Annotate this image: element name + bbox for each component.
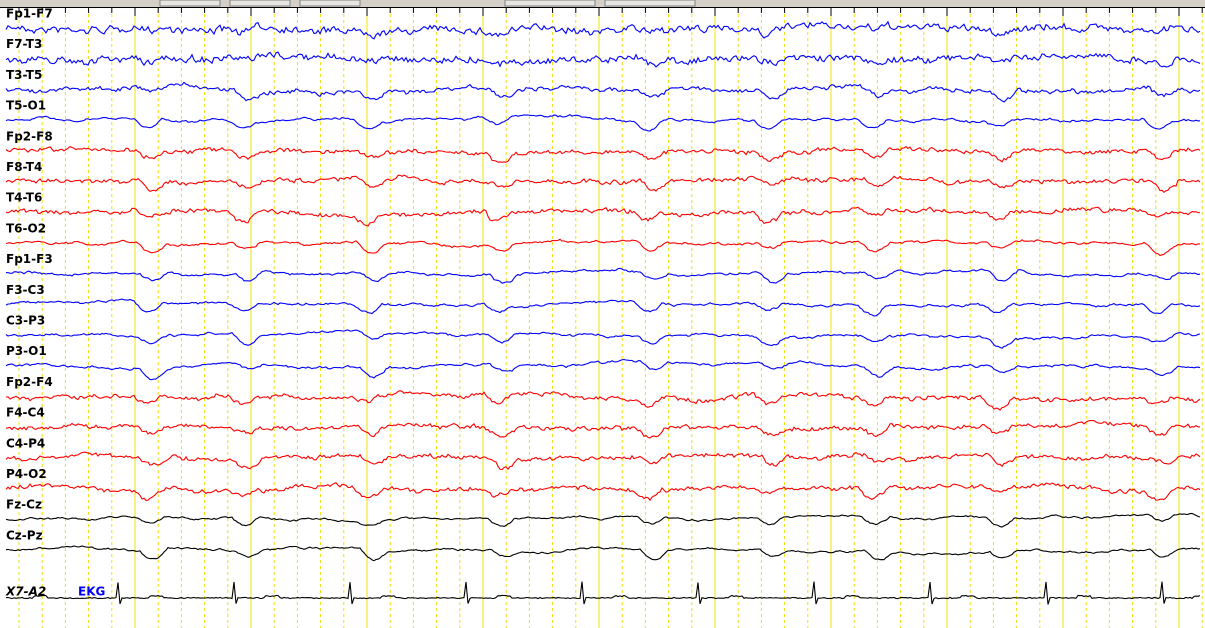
channel-label: T3-T5 xyxy=(6,68,42,82)
eeg-trace xyxy=(5,174,1201,194)
channel-label: P4-O2 xyxy=(6,467,47,481)
eeg-trace xyxy=(5,81,1201,103)
channel-label: T6-O2 xyxy=(6,221,46,235)
channel-label: Fz-Cz xyxy=(6,498,42,512)
eeg-trace xyxy=(5,512,1201,528)
eeg-trace xyxy=(5,206,1201,227)
channel-label: Fp2-F4 xyxy=(6,375,53,389)
channel-label: F7-T3 xyxy=(6,37,42,51)
channel-label: P3-O1 xyxy=(6,344,47,358)
eeg-trace xyxy=(5,145,1201,163)
channel-label: C4-P4 xyxy=(6,436,45,450)
channel-label: Cz-Pz xyxy=(6,528,43,542)
traces xyxy=(5,20,1201,605)
channel-label: F8-T4 xyxy=(6,160,42,174)
ekg-label: EKG xyxy=(78,585,105,599)
toolbar-button[interactable] xyxy=(229,0,291,7)
eeg-trace xyxy=(5,329,1201,349)
channel-label: Fp1-F3 xyxy=(6,252,53,266)
eeg-trace xyxy=(5,51,1201,68)
eeg-trace xyxy=(5,267,1201,284)
eeg-trace xyxy=(5,358,1201,381)
channel-label: T4-T6 xyxy=(6,191,42,205)
toolbar-button[interactable] xyxy=(299,0,361,7)
eeg-trace xyxy=(5,298,1201,317)
eeg-trace xyxy=(5,451,1201,471)
channel-label: F3-C3 xyxy=(6,283,45,297)
toolbar-button[interactable] xyxy=(604,0,696,7)
channel-label: T5-O1 xyxy=(6,99,46,113)
eeg-trace xyxy=(5,390,1201,411)
toolbar-button[interactable] xyxy=(504,0,596,7)
toolbar-button[interactable] xyxy=(159,0,221,7)
channel-label: Fp1-F7 xyxy=(6,7,53,21)
channel-labels: Fp1-F7 F7-T3 T3-T5 T5-O1 Fp2-F8 F8-T4 T4-T6 T6-… xyxy=(5,7,105,599)
channel-label: C3-P3 xyxy=(6,314,45,328)
eeg-trace xyxy=(5,419,1201,439)
eeg-trace xyxy=(5,113,1201,132)
eeg-trace xyxy=(5,482,1201,502)
toolbar xyxy=(0,0,1205,7)
eeg-trace xyxy=(5,238,1200,257)
toolbar-buttons[interactable] xyxy=(159,0,696,7)
channel-label: X7-A2 xyxy=(5,585,46,599)
eeg-trace xyxy=(5,545,1201,562)
eeg-trace xyxy=(5,581,1201,605)
channel-label: Fp2-F8 xyxy=(6,129,53,143)
eeg-trace xyxy=(5,20,1201,40)
time-grid xyxy=(18,8,1203,628)
channel-label: F4-C4 xyxy=(6,406,45,420)
